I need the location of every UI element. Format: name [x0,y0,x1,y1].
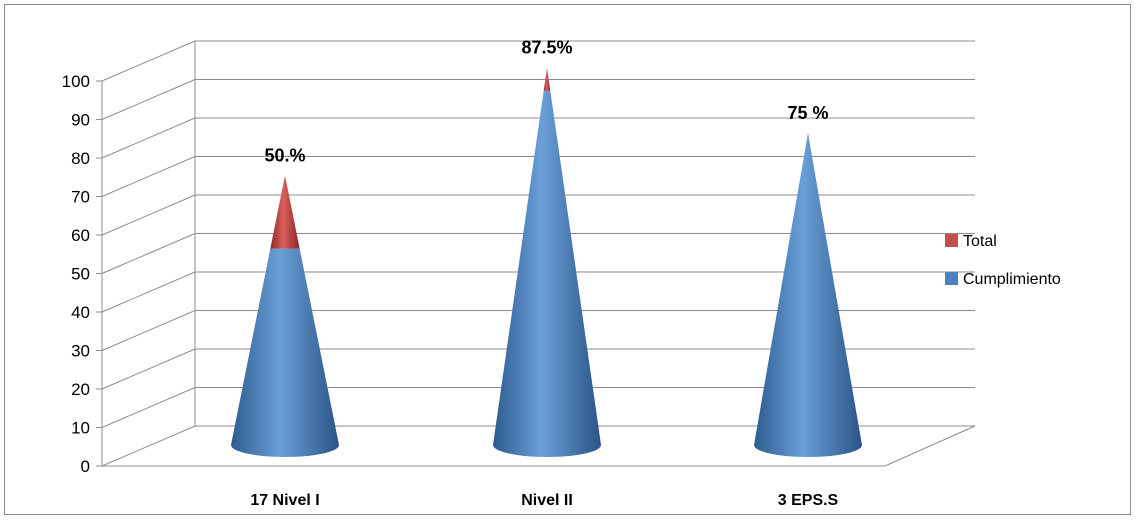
data-label: 75 % [787,103,828,123]
gridline-side [101,425,196,467]
gridline-side [101,271,196,313]
gridline-side [101,117,196,159]
y-tick-label: 50 [71,265,90,284]
cone-1 [231,175,339,457]
y-tick-label: 20 [71,380,90,399]
cone-segment-total [543,67,551,91]
legend-swatch [945,272,958,285]
legend-swatch [945,234,958,247]
cone-segment-cumplimiento [231,248,339,457]
legend: Total Cumplimiento [945,233,1061,288]
cone-segment-cumplimiento [754,137,862,457]
y-tick-label: 30 [71,342,90,361]
y-tick-label: 80 [71,149,90,168]
gridline-side [101,348,196,390]
data-label: 87.5% [521,38,572,58]
gridline-side [101,156,196,197]
y-tick-label: 10 [71,419,90,438]
cone-3 [754,133,862,457]
y-tick-label: 0 [81,457,90,476]
category-label: 3 EPS.S [778,492,839,509]
y-tick-label: 70 [71,188,90,207]
cone-segment-total [807,133,809,137]
y-tick-label: 60 [71,226,90,245]
gridline-side [101,194,196,236]
category-label: Nivel II [521,492,573,509]
gridline-side [101,233,196,274]
gridline-side [101,40,196,82]
cone-2 [493,67,601,458]
gridlines [101,40,975,467]
category-label: 17 Nivel I [250,492,319,509]
category-labels: 17 Nivel I Nivel II 3 EPS.S [250,492,838,509]
y-axis-ticks: 0 10 20 30 40 50 60 70 80 90 100 [62,72,102,476]
cone-segment-total [270,175,300,249]
cone-segment-cumplimiento [493,90,601,458]
y-tick-label: 90 [71,111,90,130]
chart-frame: 0 10 20 30 40 50 60 70 80 90 100 50.% 87.5% 75 % 17 … [4,4,1131,515]
y-tick-label: 40 [71,303,90,322]
cones [231,67,862,458]
gridline-side [101,310,196,351]
gridline-side [101,79,196,120]
y-tick-label: 100 [62,72,90,91]
cone-chart: 0 10 20 30 40 50 60 70 80 90 100 50.% 87.5% 75 % 17 … [62,38,1061,509]
floor-edge [102,425,976,467]
gridline-side [101,387,196,428]
data-label: 50.% [264,146,305,166]
legend-label: Total [963,233,997,250]
legend-label: Cumplimiento [963,271,1061,288]
data-labels: 50.% 87.5% 75 % [264,38,828,166]
